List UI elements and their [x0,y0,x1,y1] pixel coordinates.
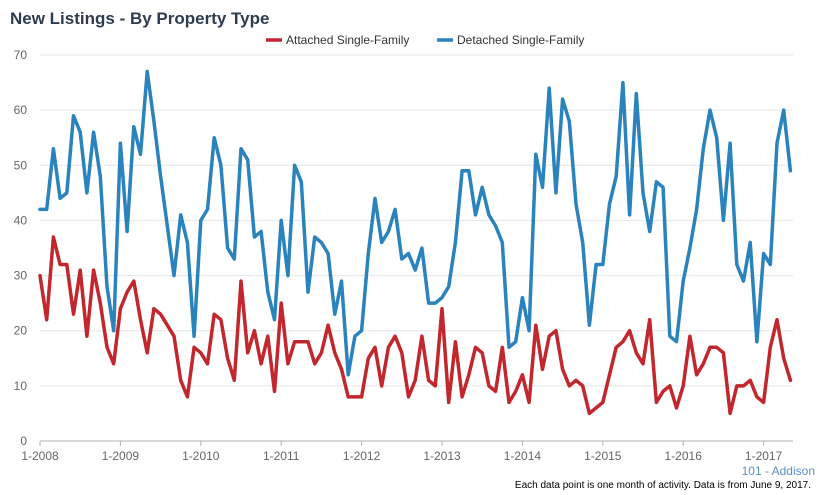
x-tick-label: 1-2009 [102,449,140,463]
y-tick-label: 60 [14,103,28,117]
legend-label: Attached Single-Family [286,33,409,47]
y-tick-label: 0 [20,434,27,448]
footnote: Each data point is one month of activity… [514,480,811,491]
chart-title: New Listings - By Property Type [10,9,270,28]
x-tick-label: 1-2014 [504,449,542,463]
y-tick-label: 40 [14,213,28,227]
x-tick-label: 1-2011 [263,449,300,463]
x-tick-label: 1-2013 [423,449,461,463]
x-tick-label: 1-2015 [584,449,622,463]
series-line-detached [38,69,793,377]
y-tick-label: 20 [14,324,28,338]
x-tick-label: 1-2010 [182,449,220,463]
series-line-attached [38,235,793,416]
x-tick-label: 1-2012 [343,449,381,463]
y-tick-label: 10 [14,379,28,393]
y-tick-label: 70 [14,48,28,62]
location-label: 101 - Addison [741,464,815,478]
x-tick-label: 1-2017 [745,449,783,463]
x-tick-label: 1-2016 [665,449,703,463]
y-tick-label: 30 [14,269,28,283]
y-tick-label: 50 [14,158,28,172]
legend-label: Detached Single-Family [457,33,584,47]
x-tick-label: 1-2008 [21,449,59,463]
